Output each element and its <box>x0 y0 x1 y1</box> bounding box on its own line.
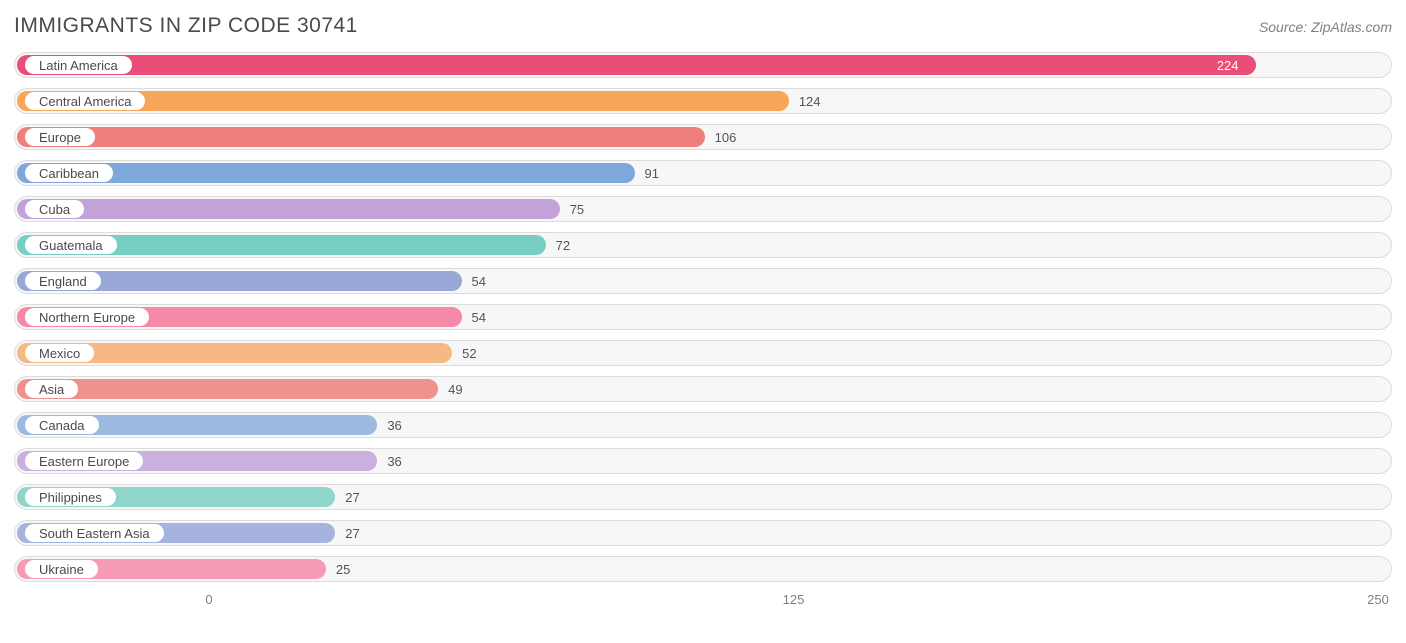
bar-label-pill: Mexico <box>24 343 95 363</box>
x-axis: 0 125 250 <box>14 592 1392 614</box>
bar-label-pill: Latin America <box>24 55 133 75</box>
bar-row: Cuba 75 <box>14 196 1392 222</box>
bar-label-pill: South Eastern Asia <box>24 523 165 543</box>
bar-label-pill: Guatemala <box>24 235 118 255</box>
bar-row: Mexico 52 <box>14 340 1392 366</box>
bar-label-pill: Central America <box>24 91 146 111</box>
bar-row: Guatemala 72 <box>14 232 1392 258</box>
bar-value: 27 <box>345 484 359 510</box>
bar-label-pill: Northern Europe <box>24 307 150 327</box>
bar-row: Eastern Europe 36 <box>14 448 1392 474</box>
bar-value: 54 <box>472 304 486 330</box>
bar-row: South Eastern Asia 27 <box>14 520 1392 546</box>
chart-source: Source: ZipAtlas.com <box>1259 19 1392 35</box>
bar-value: 72 <box>556 232 570 258</box>
bar-row: England 54 <box>14 268 1392 294</box>
bar-row: Caribbean 91 <box>14 160 1392 186</box>
bar-label-pill: Eastern Europe <box>24 451 144 471</box>
bar-label-pill: Philippines <box>24 487 117 507</box>
bar-value: 124 <box>799 88 821 114</box>
x-tick: 0 <box>205 592 212 607</box>
bar-value: 91 <box>645 160 659 186</box>
bar-value: 52 <box>462 340 476 366</box>
x-tick: 125 <box>783 592 805 607</box>
bar-row: Northern Europe 54 <box>14 304 1392 330</box>
bar-fill <box>17 199 560 219</box>
bar-fill <box>17 127 705 147</box>
bar-label-pill: Ukraine <box>24 559 99 579</box>
bar-row: Canada 36 <box>14 412 1392 438</box>
bar-label-pill: Asia <box>24 379 79 399</box>
bar-value: 36 <box>387 412 401 438</box>
bar-label-pill: Canada <box>24 415 100 435</box>
bar-value: 106 <box>715 124 737 150</box>
bar-label-pill: Cuba <box>24 199 85 219</box>
bar-list: Latin America 224 Central America 124 Europe… <box>14 52 1392 582</box>
bar-row: Ukraine 25 <box>14 556 1392 582</box>
bar-row: Europe 106 <box>14 124 1392 150</box>
bar-row: Latin America 224 <box>14 52 1392 78</box>
bar-row: Central America 124 <box>14 88 1392 114</box>
bar-fill <box>17 379 438 399</box>
bar-fill <box>17 55 1256 75</box>
bar-value: 49 <box>448 376 462 402</box>
bar-value: 36 <box>387 448 401 474</box>
bar-value: 54 <box>472 268 486 294</box>
bar-label-pill: England <box>24 271 102 291</box>
bar-value: 27 <box>345 520 359 546</box>
bar-value: 25 <box>336 556 350 582</box>
bar-value: 75 <box>570 196 584 222</box>
bar-row: Philippines 27 <box>14 484 1392 510</box>
x-tick: 250 <box>1367 592 1389 607</box>
bar-label-pill: Europe <box>24 127 96 147</box>
bar-label-pill: Caribbean <box>24 163 114 183</box>
bar-row: Asia 49 <box>14 376 1392 402</box>
bar-value: 224 <box>1217 52 1239 78</box>
chart-header: IMMIGRANTS IN ZIP CODE 30741 Source: Zip… <box>14 14 1392 38</box>
chart-title: IMMIGRANTS IN ZIP CODE 30741 <box>14 14 358 38</box>
